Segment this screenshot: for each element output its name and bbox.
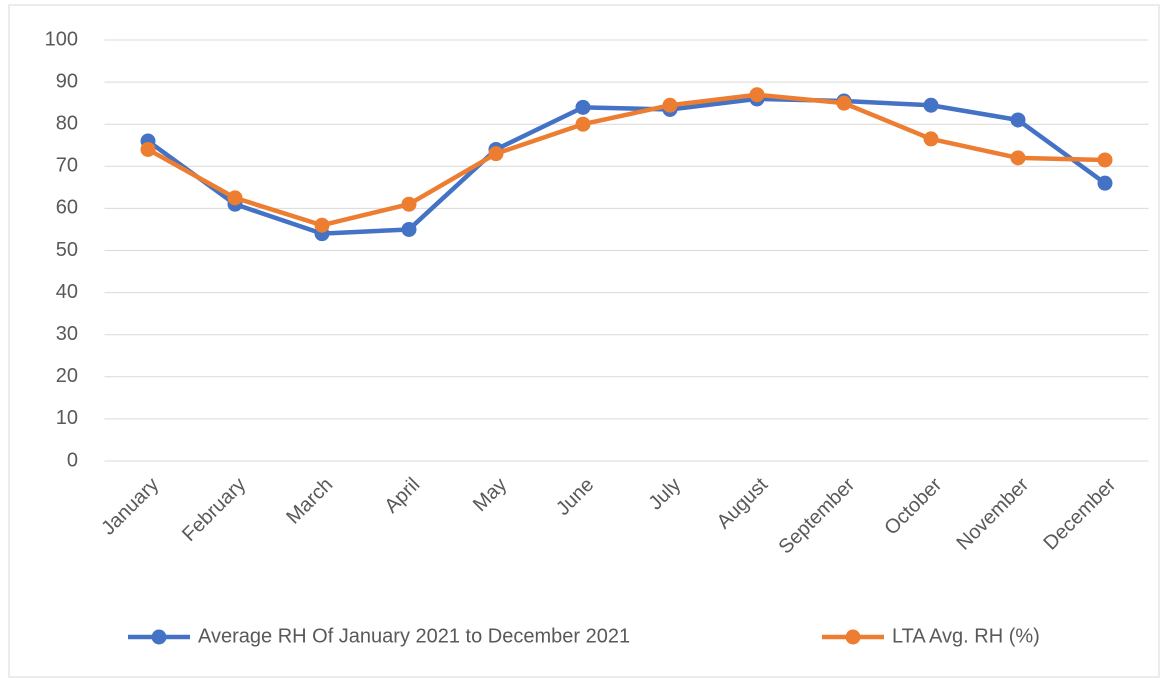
point xyxy=(575,116,591,132)
legend-marker xyxy=(845,629,861,645)
point xyxy=(1010,112,1026,128)
legend-marker xyxy=(151,629,167,645)
y-tick-label: 80 xyxy=(56,112,78,134)
point xyxy=(488,146,504,162)
point xyxy=(749,87,765,103)
y-tick-label: 0 xyxy=(67,449,78,471)
legend-label: Average RH Of January 2021 to December 2… xyxy=(198,625,630,647)
y-tick-label: 70 xyxy=(56,155,78,177)
point xyxy=(662,97,678,113)
y-tick-label: 30 xyxy=(56,323,78,345)
point xyxy=(923,131,939,147)
y-tick-label: 90 xyxy=(56,70,78,92)
y-tick-label: 50 xyxy=(56,239,78,261)
y-tick-label: 10 xyxy=(56,407,78,429)
y-tick-label: 40 xyxy=(56,281,78,303)
point xyxy=(140,141,156,157)
series-line xyxy=(146,96,1107,236)
point xyxy=(1097,175,1113,191)
point xyxy=(836,95,852,111)
point xyxy=(401,196,417,212)
point xyxy=(401,221,417,237)
y-tick-label: 100 xyxy=(45,28,78,50)
point xyxy=(227,190,243,206)
y-tick-label: 60 xyxy=(56,197,78,219)
series-line xyxy=(146,92,1106,228)
point xyxy=(575,99,591,115)
point xyxy=(1010,150,1026,166)
point xyxy=(314,217,330,233)
legend-label: LTA Avg. RH (%) xyxy=(892,625,1040,647)
point xyxy=(923,97,939,113)
y-tick-label: 20 xyxy=(56,365,78,387)
point xyxy=(1097,152,1113,168)
